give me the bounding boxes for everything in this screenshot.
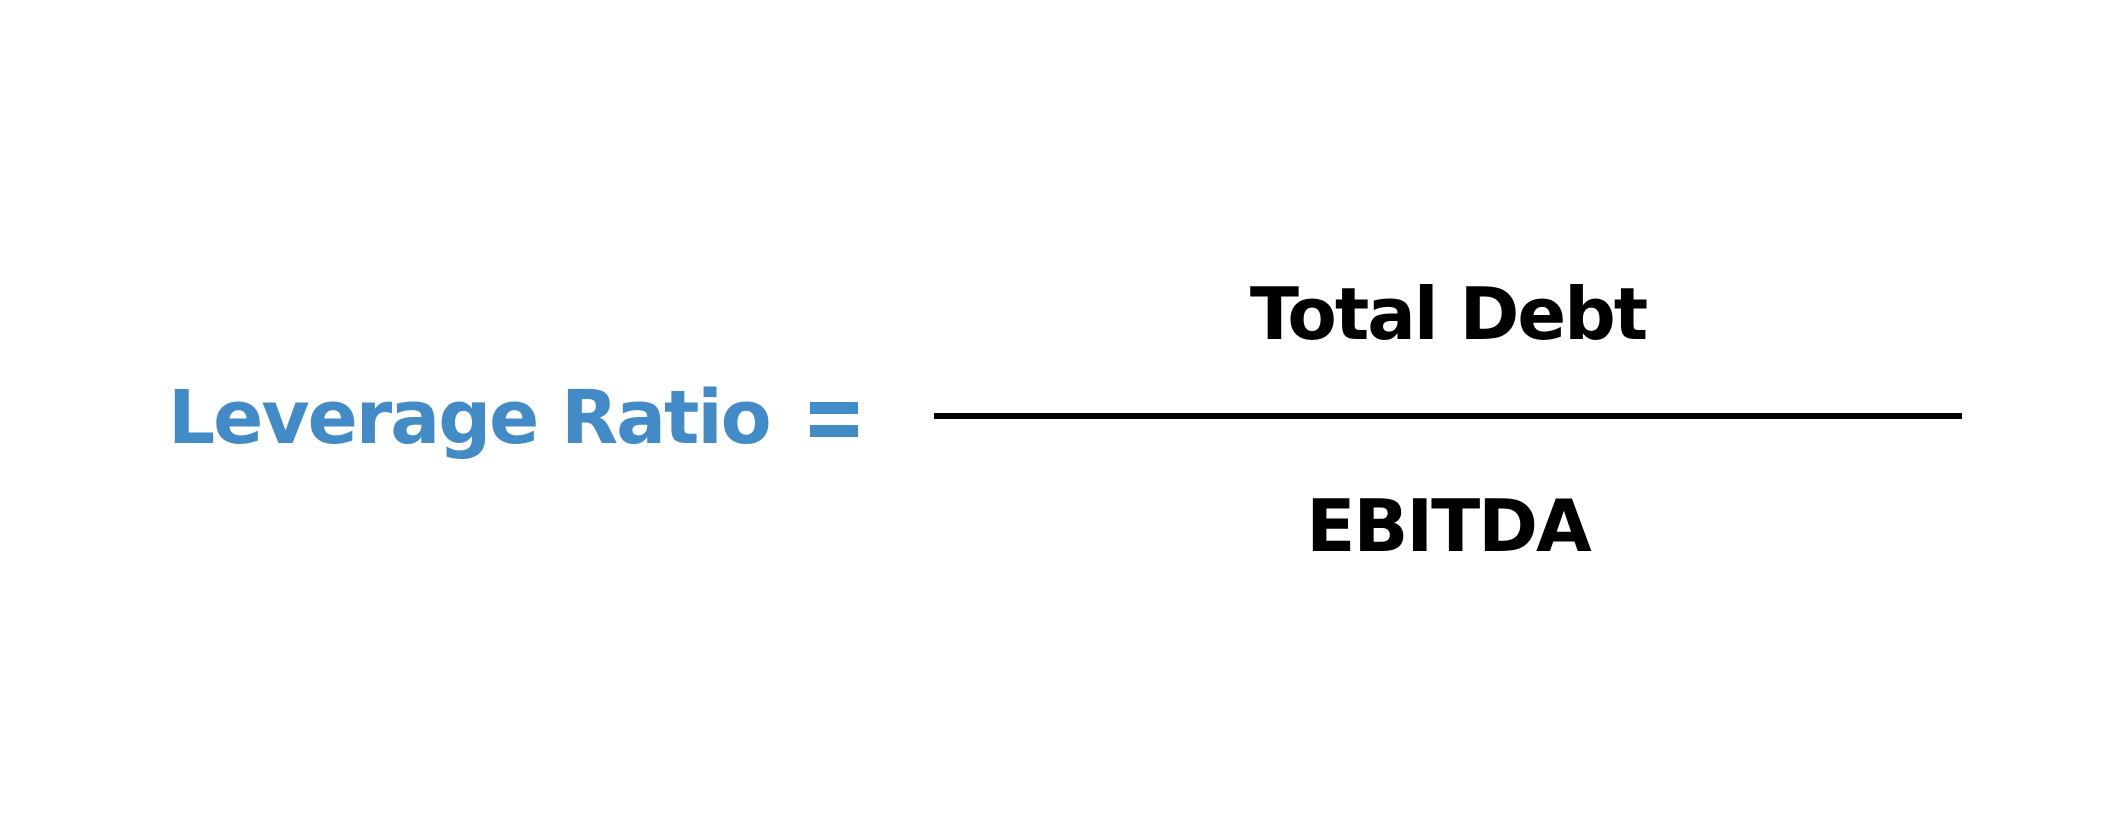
equals-sign (810, 395, 862, 441)
fraction-numerator: Total Debt (1249, 272, 1648, 356)
equals-sign-bottom-bar (810, 425, 858, 437)
equals-sign-top-bar (810, 402, 858, 414)
fraction: Total Debt EBITDA (934, 260, 1962, 566)
fraction-denominator: EBITDA (1306, 484, 1591, 568)
fraction-bar (934, 413, 1962, 419)
formula-lhs-label: Leverage Ratio (168, 375, 772, 461)
